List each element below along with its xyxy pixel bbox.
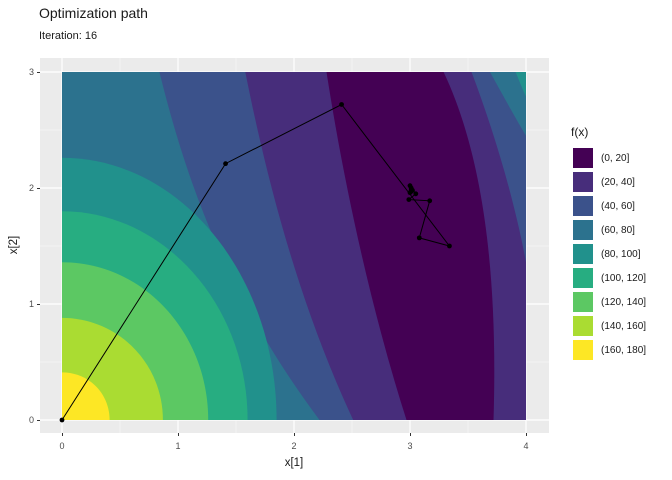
path-point-16 bbox=[408, 187, 414, 193]
contour-band-10 bbox=[515, 72, 526, 97]
path-point-6 bbox=[406, 197, 412, 203]
path-point-3 bbox=[447, 243, 452, 249]
y-tick-mark-2 bbox=[37, 187, 40, 189]
y-tick-label-3: 3 bbox=[28, 66, 34, 77]
legend-entry-3: (60, 80] bbox=[570, 220, 646, 240]
legend-entry-4: (80, 100] bbox=[570, 244, 646, 264]
legend-key-swatch-3 bbox=[573, 220, 593, 240]
legend-entry-1: (20, 40] bbox=[570, 172, 646, 192]
path-point-2 bbox=[339, 102, 344, 107]
y-tick-label-0: 0 bbox=[28, 414, 34, 425]
legend-title: f(x) bbox=[571, 125, 589, 139]
path-point-0 bbox=[59, 417, 65, 423]
y-tick-label-2: 2 bbox=[28, 182, 34, 193]
legend-label-1: (20, 40] bbox=[601, 176, 635, 188]
legend-label-2: (40, 60] bbox=[601, 200, 635, 212]
plot-panel bbox=[40, 58, 549, 433]
legend-entry-7: (140, 160] bbox=[570, 316, 646, 336]
legend-label-0: (0, 20] bbox=[601, 152, 630, 164]
legend-entry-5: (100, 120] bbox=[570, 268, 646, 288]
x-axis-title: x[1] bbox=[284, 457, 304, 469]
path-point-7 bbox=[413, 191, 419, 197]
legend-label-3: (60, 80] bbox=[601, 224, 635, 236]
legend-label-4: (80, 100] bbox=[601, 248, 641, 260]
path-point-4 bbox=[416, 235, 422, 241]
contour-plot-canvas bbox=[40, 58, 549, 433]
path-point-1 bbox=[223, 161, 228, 167]
x-tick-label-2: 2 bbox=[291, 441, 297, 451]
legend-key-swatch-0 bbox=[573, 148, 593, 168]
y-tick-mark-0 bbox=[37, 419, 40, 421]
contour-band-9 bbox=[490, 72, 526, 136]
legend-key-swatch-2 bbox=[573, 196, 593, 216]
path-point-5 bbox=[427, 198, 433, 204]
y-tick-mark-3 bbox=[37, 71, 40, 73]
contour-band-8 bbox=[471, 72, 526, 263]
legend-key-swatch-6 bbox=[573, 292, 593, 312]
contour-band-7 bbox=[326, 72, 495, 420]
plot-title: Optimization path bbox=[39, 5, 148, 21]
y-tick-mark-1 bbox=[37, 303, 40, 305]
x-tick-mark-2 bbox=[293, 433, 295, 436]
x-tick-mark-1 bbox=[177, 433, 179, 436]
legend-label-5: (100, 120] bbox=[601, 272, 647, 284]
x-tick-mark-3 bbox=[409, 433, 411, 436]
legend-entry-8: (160, 180] bbox=[570, 340, 646, 360]
legend: f(x) (0, 20] (20, 40] (40, 60] (60, 80] (80,… bbox=[570, 125, 646, 364]
legend-key-swatch-7 bbox=[573, 316, 593, 336]
legend-entry-2: (40, 60] bbox=[570, 196, 646, 216]
legend-key-swatch-5 bbox=[573, 268, 593, 288]
legend-entry-6: (120, 140] bbox=[570, 292, 646, 312]
x-tick-mark-4 bbox=[525, 433, 527, 436]
legend-key-swatch-1 bbox=[573, 172, 593, 192]
plot-subtitle: Iteration: 16 bbox=[39, 30, 98, 42]
x-tick-label-0: 0 bbox=[59, 441, 65, 451]
legend-label-8: (160, 180] bbox=[601, 344, 647, 356]
y-tick-label-1: 1 bbox=[28, 298, 34, 309]
y-axis-title: x[2] bbox=[8, 235, 20, 255]
legend-label-6: (120, 140] bbox=[601, 296, 647, 308]
x-tick-label-3: 3 bbox=[407, 441, 413, 451]
x-tick-mark-0 bbox=[61, 433, 63, 436]
legend-label-7: (140, 160] bbox=[601, 320, 647, 332]
x-tick-label-4: 4 bbox=[523, 441, 529, 451]
legend-entries: (0, 20] (20, 40] (40, 60] (60, 80] (80, 100]… bbox=[570, 148, 646, 360]
x-tick-label-1: 1 bbox=[175, 441, 181, 451]
legend-entry-0: (0, 20] bbox=[570, 148, 646, 168]
legend-key-swatch-4 bbox=[573, 244, 593, 264]
legend-key-swatch-8 bbox=[573, 340, 593, 360]
contour-band-6 bbox=[62, 372, 110, 420]
